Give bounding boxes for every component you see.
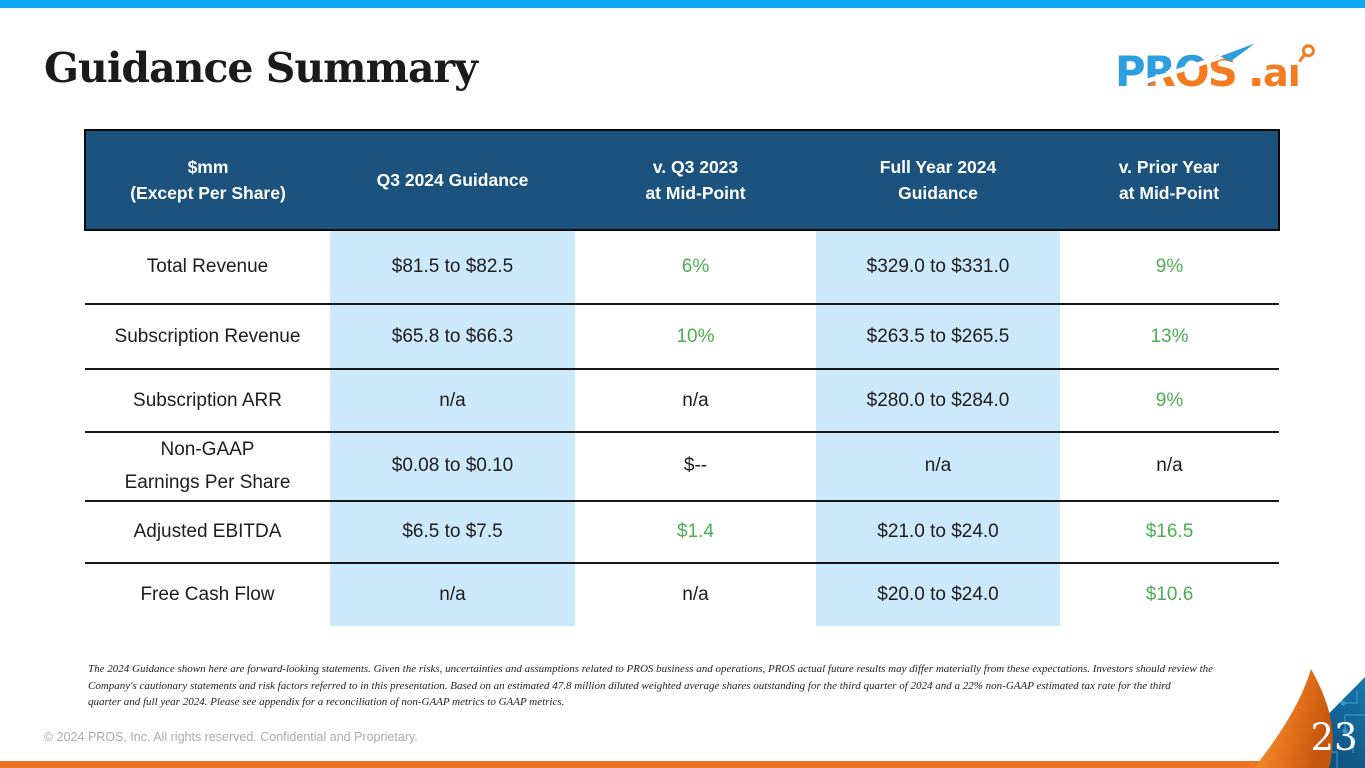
value-cell: $81.5 to $82.5 xyxy=(330,230,575,304)
footnote-line: quarter and full year 2024. Please see a… xyxy=(88,696,565,708)
table-row: Free Cash Flow n/a n/a $20.0 to $24.0 $10.6 xyxy=(85,561,1279,626)
value-cell: $0.08 to $0.10 xyxy=(330,431,575,501)
value-cell: $-- xyxy=(575,431,816,501)
value-cell: n/a xyxy=(1060,431,1279,501)
metric-line: Non-GAAP xyxy=(160,439,255,460)
table-row: Subscription Revenue $65.8 to $66.3 10% $26… xyxy=(85,303,1279,369)
col-header-line: Q3 2024 Guidance xyxy=(376,169,529,190)
footnote: The 2024 Guidance shown here are forward… xyxy=(88,661,1338,711)
logo-plane-icon xyxy=(1220,43,1255,62)
value-cell: $6.5 to $7.5 xyxy=(330,499,575,563)
metric-cell: Subscription Revenue xyxy=(85,303,330,369)
table-row: Non-GAAP Earnings Per Share $0.08 to $0.10… xyxy=(85,431,1279,501)
col-header-line: Full Year 2024 xyxy=(879,156,997,177)
metric-line: Earnings Per Share xyxy=(124,472,291,494)
guidance-table-wrap: $mm (Except Per Share) Q3 2024 Guidance … xyxy=(84,129,1280,626)
col-header-line: at Mid-Point xyxy=(1118,183,1220,203)
col-header-line: (Except Per Share) xyxy=(130,183,286,203)
metric-cell: Free Cash Flow xyxy=(85,561,330,626)
header-row: $mm (Except Per Share) Q3 2024 Guidance … xyxy=(84,129,1280,231)
col-header-line: at Mid-Point xyxy=(645,183,746,203)
col-header-q3-guidance: Q3 2024 Guidance xyxy=(330,129,575,231)
table-row: Subscription ARR n/a n/a $280.0 to $284.0 9% xyxy=(85,368,1279,432)
value-cell: n/a xyxy=(816,431,1060,501)
col-header-line: $mm xyxy=(187,156,229,177)
value-cell: n/a xyxy=(330,368,575,432)
logo-dot xyxy=(1252,77,1261,87)
value-cell: $280.0 to $284.0 xyxy=(816,368,1060,432)
value-cell: 9% xyxy=(1060,368,1279,432)
value-cell: n/a xyxy=(330,561,575,626)
page-curl-icon xyxy=(1254,669,1333,768)
footnote-line: Company's cautionary statements and risk… xyxy=(88,679,1171,692)
value-cell: $20.0 to $24.0 xyxy=(816,561,1060,626)
logo-circuit-trace xyxy=(1298,53,1306,63)
metric-line: Total Revenue xyxy=(146,256,269,278)
logo-suffix: aı xyxy=(1263,51,1300,95)
metric-line: Subscription Revenue xyxy=(114,325,301,347)
page-title: Guidance Summary xyxy=(44,44,478,92)
value-cell: n/a xyxy=(575,561,816,626)
value-cell: 10% xyxy=(575,303,816,369)
metric-cell: Total Revenue xyxy=(85,230,330,304)
metric-cell: Subscription ARR xyxy=(85,368,330,432)
col-header-vs-q3-2023: v. Q3 2023 at Mid-Point xyxy=(575,129,816,231)
col-header-vs-prior-year: v. Prior Year at Mid-Point xyxy=(1060,129,1280,231)
pros-ai-logo: PROS aı xyxy=(1115,43,1315,96)
page-number: 23 xyxy=(1310,716,1357,759)
col-header-fy-guidance: Full Year 2024 Guidance xyxy=(816,129,1060,231)
metric-cell: Non-GAAP Earnings Per Share xyxy=(85,431,330,501)
col-header-line: v. Q3 2023 xyxy=(652,156,739,177)
value-cell: $65.8 to $66.3 xyxy=(330,303,575,369)
value-cell: $263.5 to $265.5 xyxy=(816,303,1060,369)
value-cell: $1.4 xyxy=(575,499,816,563)
copyright: © 2024 PROS, Inc. All rights reserved. C… xyxy=(44,730,418,744)
value-cell: $10.6 xyxy=(1060,561,1279,626)
bottom-accent-bar xyxy=(0,761,1365,768)
value-cell: 13% xyxy=(1060,303,1279,369)
value-cell: $329.0 to $331.0 xyxy=(816,230,1060,304)
col-header-line: v. Prior Year xyxy=(1118,156,1220,177)
footnote-line: The 2024 Guidance shown here are forward… xyxy=(88,663,1214,675)
table-row: Adjusted EBITDA $6.5 to $7.5 $1.4 $21.0 to … xyxy=(85,499,1279,563)
metric-line: Subscription ARR xyxy=(133,389,282,411)
value-cell: 6% xyxy=(681,256,710,277)
top-accent-bar xyxy=(0,0,1365,8)
value-cell: n/a xyxy=(575,368,816,432)
metric-cell: Adjusted EBITDA xyxy=(85,499,330,563)
col-header-metric: $mm (Except Per Share) xyxy=(84,129,330,231)
logo-circuit-node-icon xyxy=(1301,44,1315,58)
table-row: Total Revenue $81.5 to $82.5 6% $329.0 to $… xyxy=(85,230,1279,304)
metric-line: Free Cash Flow xyxy=(140,583,275,605)
value-cell: $21.0 to $24.0 xyxy=(816,499,1060,563)
page-curl-corner: 23 xyxy=(1254,669,1365,768)
value-cell: 9% xyxy=(1155,256,1184,277)
guidance-table-body: Total Revenue $81.5 to $82.5 6% $329.0 to $… xyxy=(85,230,1279,626)
guidance-table: $mm (Except Per Share) Q3 2024 Guidance … xyxy=(84,129,1280,626)
col-header-line: Guidance xyxy=(898,183,978,203)
metric-line: Adjusted EBITDA xyxy=(133,520,282,542)
value-cell: $16.5 xyxy=(1060,499,1279,563)
